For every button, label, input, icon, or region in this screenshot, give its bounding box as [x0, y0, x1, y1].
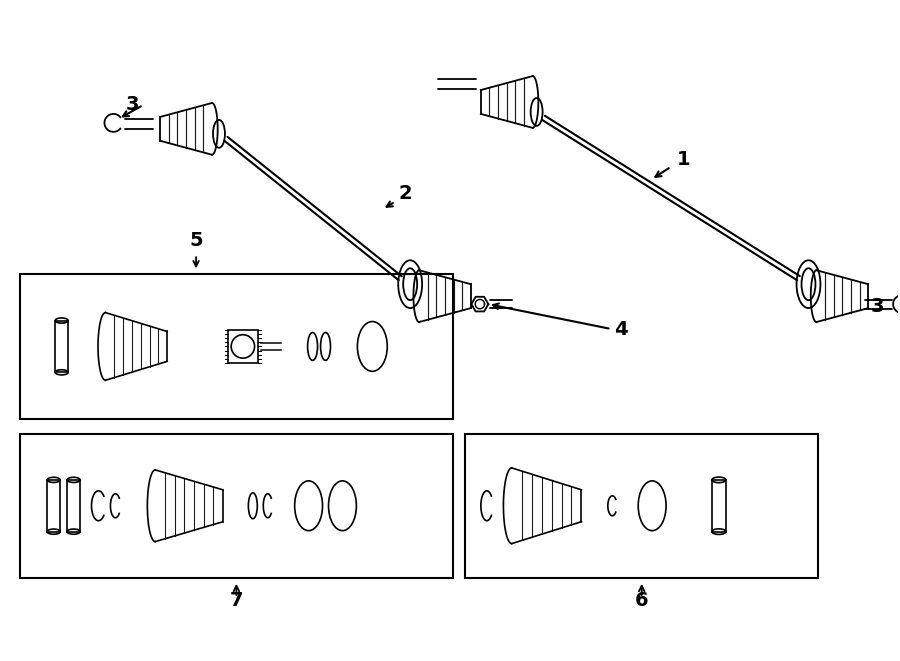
Bar: [20, 274, 453, 418]
Bar: [68, 480, 80, 531]
Text: 2: 2: [399, 184, 412, 203]
Text: 1: 1: [677, 150, 691, 169]
Text: 6: 6: [634, 591, 649, 610]
Bar: [712, 480, 725, 531]
Bar: [229, 330, 257, 363]
Bar: [55, 321, 68, 372]
Text: 3: 3: [126, 95, 140, 114]
Text: 5: 5: [189, 231, 202, 251]
Bar: [47, 480, 60, 531]
Bar: [465, 434, 818, 578]
Text: 4: 4: [615, 319, 628, 338]
Text: 7: 7: [230, 591, 243, 610]
Text: 3: 3: [870, 297, 884, 315]
Bar: [20, 434, 453, 578]
